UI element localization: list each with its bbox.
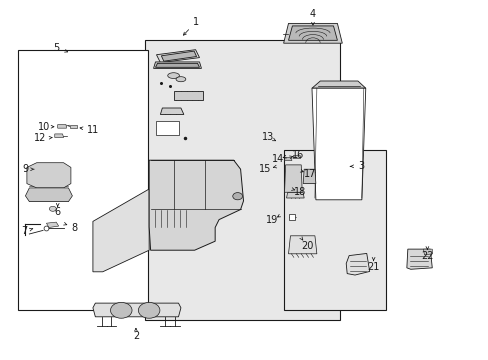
- Text: 9: 9: [22, 164, 28, 174]
- Text: 11: 11: [86, 125, 99, 135]
- Text: 20: 20: [300, 240, 313, 251]
- Polygon shape: [423, 249, 431, 255]
- Text: 4: 4: [309, 9, 315, 19]
- Text: 13: 13: [261, 132, 274, 142]
- Text: 8: 8: [71, 222, 77, 233]
- Polygon shape: [25, 188, 72, 202]
- Polygon shape: [303, 169, 315, 184]
- Polygon shape: [70, 125, 77, 128]
- Polygon shape: [153, 62, 201, 68]
- Polygon shape: [283, 23, 342, 43]
- Bar: [283, 150, 386, 310]
- Polygon shape: [288, 26, 337, 40]
- Text: 22: 22: [420, 251, 433, 261]
- Text: 1: 1: [192, 17, 198, 27]
- Polygon shape: [46, 222, 59, 228]
- Polygon shape: [284, 165, 302, 192]
- Polygon shape: [406, 249, 431, 269]
- Polygon shape: [284, 158, 291, 161]
- Bar: [155, 121, 179, 135]
- Circle shape: [49, 206, 56, 211]
- Polygon shape: [155, 63, 199, 67]
- Polygon shape: [286, 193, 304, 198]
- Text: 18: 18: [293, 186, 306, 197]
- Circle shape: [110, 302, 132, 318]
- Polygon shape: [55, 134, 63, 138]
- Polygon shape: [93, 303, 181, 317]
- Bar: [18, 50, 148, 310]
- Text: 12: 12: [34, 133, 46, 143]
- Polygon shape: [161, 51, 196, 61]
- Text: 7: 7: [21, 226, 27, 236]
- Polygon shape: [311, 81, 365, 88]
- Text: 15: 15: [258, 164, 271, 174]
- Circle shape: [138, 302, 160, 318]
- Text: 2: 2: [133, 330, 139, 341]
- Polygon shape: [311, 88, 365, 200]
- Polygon shape: [156, 50, 199, 63]
- Polygon shape: [174, 91, 203, 100]
- Text: 3: 3: [358, 161, 364, 171]
- Polygon shape: [27, 163, 71, 188]
- Polygon shape: [346, 253, 369, 275]
- Text: 14: 14: [271, 154, 284, 164]
- Bar: [145, 40, 339, 320]
- Polygon shape: [288, 236, 316, 254]
- Circle shape: [232, 193, 242, 200]
- Ellipse shape: [176, 77, 185, 82]
- Ellipse shape: [167, 73, 179, 78]
- Text: 17: 17: [303, 169, 316, 179]
- Polygon shape: [58, 125, 66, 128]
- Text: 21: 21: [366, 262, 379, 272]
- Polygon shape: [160, 108, 183, 114]
- Text: 6: 6: [55, 207, 61, 217]
- Text: 16: 16: [291, 150, 304, 160]
- Text: 19: 19: [265, 215, 278, 225]
- Polygon shape: [292, 156, 300, 158]
- Polygon shape: [149, 160, 243, 250]
- Polygon shape: [93, 189, 149, 272]
- Text: 10: 10: [38, 122, 50, 132]
- Text: 5: 5: [54, 42, 60, 53]
